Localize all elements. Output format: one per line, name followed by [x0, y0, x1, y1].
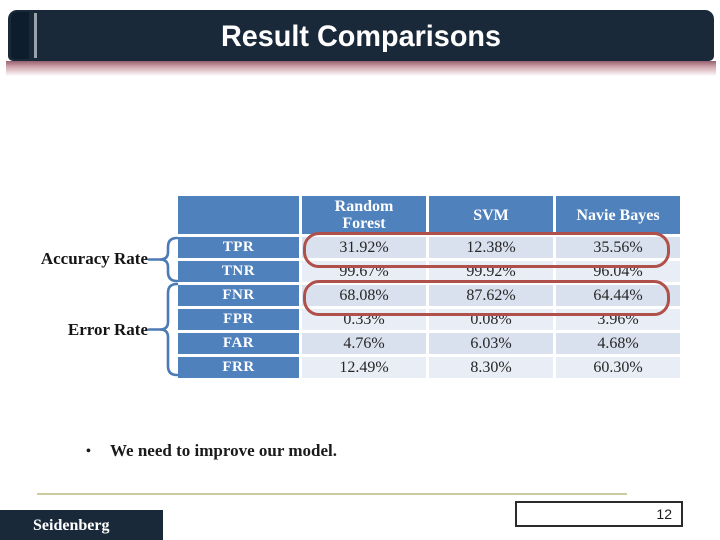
cell-value: 64.44% — [556, 285, 680, 306]
page-number: 12 — [656, 506, 672, 522]
table-row-tpr: TPR 31.92% 12.38% 35.56% — [178, 237, 680, 258]
cell-value: 35.56% — [556, 237, 680, 258]
cell-value: 12.49% — [302, 357, 426, 378]
cell-value: 4.76% — [302, 333, 426, 354]
row-label: FNR — [178, 285, 299, 306]
footer-brand: Seidenberg — [0, 510, 163, 540]
bullet-note: • We need to improve our model. — [86, 441, 646, 461]
row-label: FPR — [178, 309, 299, 330]
cell-value: 6.03% — [429, 333, 553, 354]
cell-value: 68.08% — [302, 285, 426, 306]
col-header-navie-bayes: Navie Bayes — [556, 196, 680, 234]
cell-value: 60.30% — [556, 357, 680, 378]
highlight-outline-fnr-row — [303, 280, 670, 316]
cell-value: 12.38% — [429, 237, 553, 258]
title-bar-glow — [6, 61, 716, 77]
row-label: TPR — [178, 237, 299, 258]
row-label: FRR — [178, 357, 299, 378]
footer-divider — [37, 493, 627, 495]
bullet-icon: • — [86, 444, 91, 459]
table-row-frr: FRR 12.49% 8.30% 60.30% — [178, 357, 680, 378]
table-corner-cell — [178, 196, 299, 234]
col-header-svm: SVM — [429, 196, 553, 234]
page-title: Result Comparisons — [220, 20, 502, 53]
table-header-row: Random Forest SVM Navie Bayes — [178, 196, 680, 234]
bullet-text: We need to improve our model. — [110, 441, 337, 460]
cell-value: 87.62% — [429, 285, 553, 306]
table-row-fnr: FNR 68.08% 87.62% 64.44% — [178, 285, 680, 306]
title-accent-block — [11, 12, 29, 59]
table-row-far: FAR 4.76% 6.03% 4.68% — [178, 333, 680, 354]
cell-value: 8.30% — [429, 357, 553, 378]
row-label: FAR — [178, 333, 299, 354]
row-label: TNR — [178, 261, 299, 282]
page-number-box: 12 — [515, 501, 683, 527]
accuracy-rate-label: Accuracy Rate — [40, 249, 148, 268]
highlight-outline-tpr-row — [303, 232, 670, 268]
title-accent-line — [34, 13, 37, 58]
error-rate-label: Error Rate — [67, 320, 148, 339]
title-bar: Result Comparisons — [8, 10, 714, 61]
cell-value: 31.92% — [302, 237, 426, 258]
cell-value: 4.68% — [556, 333, 680, 354]
col-header-random-forest: Random Forest — [302, 196, 426, 234]
